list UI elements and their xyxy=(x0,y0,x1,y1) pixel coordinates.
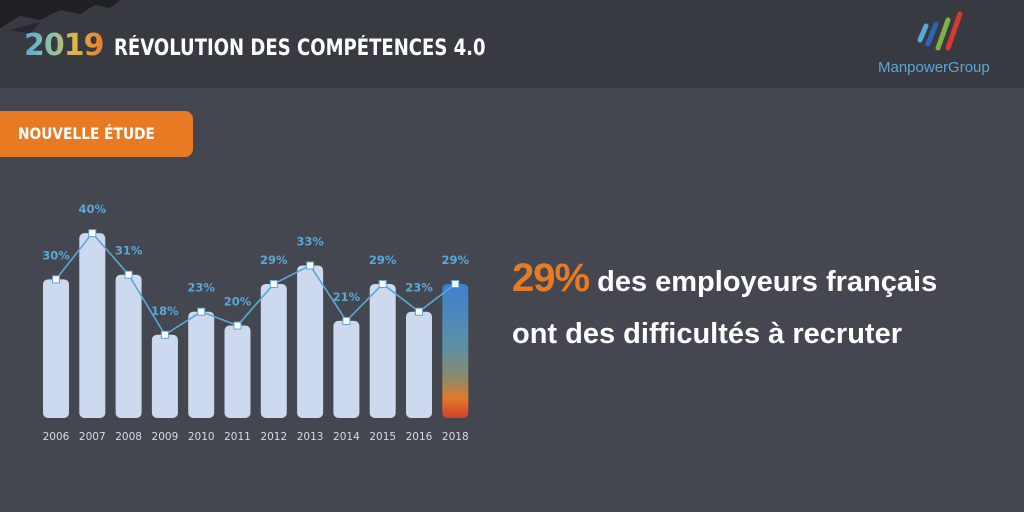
x-tick-2008: 2008 xyxy=(115,431,142,443)
data-label-2011: 20% xyxy=(224,295,252,309)
point-marker-2010 xyxy=(197,307,206,316)
headline-line-1-text: des employeurs français xyxy=(589,266,938,298)
data-label-2007: 40% xyxy=(79,202,107,216)
bar-2011 xyxy=(224,325,251,418)
badge-label: NOUVELLE ÉTUDE xyxy=(18,124,155,143)
page-title: RÉVOLUTION DES COMPÉTENCES 4.0 xyxy=(114,36,486,61)
x-tick-2011: 2011 xyxy=(224,431,251,443)
data-label-2006: 30% xyxy=(42,248,70,262)
point-marker-2006 xyxy=(52,275,60,284)
bar-2008 xyxy=(115,274,142,418)
headline-line-2: ont des difficultés à recruter xyxy=(512,318,902,350)
data-label-2015: 29% xyxy=(369,253,397,267)
headline: 29% des employeurs français ont des diff… xyxy=(512,252,1012,360)
point-marker-2018 xyxy=(451,279,460,288)
trend-line xyxy=(55,231,456,336)
data-label-2008: 31% xyxy=(115,244,143,258)
manpowergroup-logo-icon xyxy=(917,11,963,51)
header-bar: 2019 RÉVOLUTION DES COMPÉTENCES 4.0 Manp… xyxy=(0,0,1024,88)
bar-2015 xyxy=(369,283,396,418)
data-label-2018: 29% xyxy=(442,253,470,267)
x-tick-2006: 2006 xyxy=(43,431,70,443)
point-marker-2016 xyxy=(415,307,423,316)
point-marker-2012 xyxy=(269,279,278,288)
point-marker-2013 xyxy=(306,261,315,270)
x-tick-2015: 2015 xyxy=(369,431,396,443)
x-tick-2007: 2007 xyxy=(79,431,106,443)
data-label-2010: 23% xyxy=(187,281,215,295)
bar-2014 xyxy=(333,320,360,418)
point-marker-2015 xyxy=(378,279,387,288)
x-tick-2016: 2016 xyxy=(406,431,433,443)
data-label-2014: 21% xyxy=(333,290,361,304)
point-marker-2008 xyxy=(124,270,133,279)
data-label-2016: 23% xyxy=(405,281,433,295)
x-tick-2010: 2010 xyxy=(188,431,215,443)
new-study-badge: NOUVELLE ÉTUDE xyxy=(0,111,193,157)
x-tick-2013: 2013 xyxy=(297,431,324,443)
x-tick-2009: 2009 xyxy=(152,431,179,443)
logo-text: ManpowerGroup xyxy=(878,59,990,76)
brush-stroke-decoration xyxy=(0,0,120,34)
x-tick-2012: 2012 xyxy=(260,431,287,443)
bar-2016 xyxy=(406,311,432,418)
bar-chart: 30% 40% 31% 18% 23% 20% 29% 33% 21% 29% 23% 29% 200… xyxy=(42,202,470,443)
bar-2009 xyxy=(151,334,178,418)
bar-2006 xyxy=(43,279,69,418)
data-label-2012: 29% xyxy=(260,253,288,267)
headline-line-1: 29% des employeurs français xyxy=(512,252,1012,308)
bar-2007 xyxy=(79,233,106,418)
point-marker-2011 xyxy=(233,321,242,330)
bar-2018 xyxy=(442,283,469,418)
data-label-2013: 33% xyxy=(296,234,324,248)
point-marker-2007 xyxy=(88,229,97,238)
headline-percentage: 29% xyxy=(512,256,590,300)
bar-2013 xyxy=(297,265,324,418)
bar-2010 xyxy=(188,311,215,418)
year-label: 2019 xyxy=(24,28,104,63)
x-tick-2014: 2014 xyxy=(333,431,360,443)
data-label-2009: 18% xyxy=(151,304,179,318)
point-marker-2014 xyxy=(342,316,351,325)
x-tick-2018: 2018 xyxy=(442,431,469,443)
point-marker-2009 xyxy=(160,330,169,339)
bar-2012 xyxy=(260,283,287,418)
